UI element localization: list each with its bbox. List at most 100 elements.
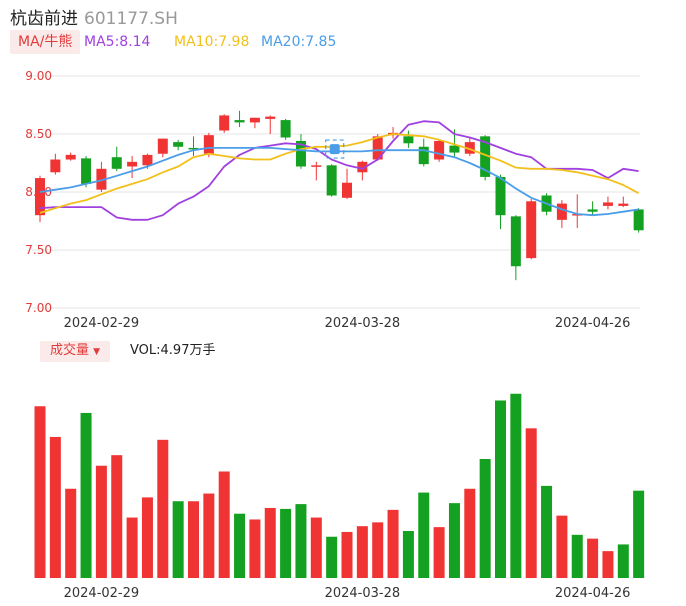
volume-bar [556,515,568,578]
volume-bar [172,501,184,578]
candle-body [633,209,644,231]
ma5-line [39,120,639,221]
volume-bar [80,412,92,578]
volume-bar [617,544,629,578]
volume-bar [587,538,599,578]
volume-bar [464,488,476,578]
x-tick-label: 2024-03-28 [325,586,401,601]
volume-bar [541,485,553,578]
volume-bar [433,527,445,578]
volume-bar [218,471,230,578]
volume-bar [310,517,322,578]
volume-toggle-label: 成交量 [50,343,90,358]
x-tick-label: 2024-03-28 [325,316,401,331]
candle-body [157,138,168,154]
candle-body [265,116,276,119]
volume-bar [111,455,123,578]
volume-bar [372,522,384,578]
volume-bar [418,492,430,578]
ma10-label: MA10:7.98 [174,34,250,50]
volume-bar [234,513,246,578]
volume-bar [495,400,506,578]
volume-bar [65,488,77,578]
dropdown-triangle-icon: ▼ [93,347,101,357]
volume-bar [34,406,46,578]
volume-bar [249,519,261,578]
candle-body [249,117,260,123]
volume-bar [448,503,460,578]
volume-bar [633,490,645,578]
candle-body [495,176,506,216]
volume-bar [525,428,537,578]
candle-body [81,158,92,184]
candle-body [127,161,138,167]
candle-body [234,120,245,123]
candle-body [311,165,322,167]
volume-bar [203,493,215,578]
candle-body [556,203,567,220]
volume-bar [95,465,107,578]
candle-body [96,168,107,190]
volume-bar [402,530,414,578]
candle-body [449,145,460,153]
candle-body [480,136,491,177]
stock-name: 杭齿前进 [10,9,78,29]
candle-body [65,154,76,160]
candle-body [326,165,337,196]
y-tick-label: 7.00 [25,301,52,315]
volume-bar [326,536,338,578]
volume-bar [141,497,153,578]
candle-body [219,115,230,131]
candle-body [173,142,184,147]
y-tick-label: 8.50 [25,127,52,141]
volume-bar [295,504,307,578]
candle-body [188,147,199,150]
x-tick-label: 2024-04-26 [555,316,631,331]
candle-body [602,202,613,206]
candle-body [295,140,306,167]
candle-body [403,136,414,144]
volume-bar [602,551,614,578]
y-tick-label: 7.50 [25,243,52,257]
candle-body [526,201,537,259]
volume-value-label: VOL:4.97万手 [130,343,216,358]
volume-bar [571,534,583,578]
candle-body [510,216,521,267]
candle-body [587,209,598,212]
ma20-label: MA20:7.85 [261,34,337,50]
volume-bar [49,436,61,578]
volume-bar [356,526,368,578]
volume-bar [341,531,353,578]
x-tick-label: 2024-02-29 [64,316,140,331]
candle-body [342,182,352,198]
volume-bar [280,508,292,578]
candle-body [203,135,214,154]
x-tick-label: 2024-04-26 [555,586,631,601]
crosshair-marker [325,139,345,159]
stock-title: 杭齿前进 601177.SH [10,4,178,29]
candle-body [418,146,429,165]
candle-body [434,140,445,160]
volume-bar [510,393,522,578]
candle-body [111,157,122,169]
candle-body [142,154,153,166]
candle-body [464,142,475,154]
volume-bar [188,501,199,578]
x-tick-label: 2024-02-29 [64,586,140,601]
ma5-label: MA5:8.14 [84,34,151,50]
ma-toggle-button[interactable]: MA/牛熊 [10,30,81,54]
volume-bar [157,439,169,578]
candle-body [35,178,45,216]
candle-body [618,203,629,206]
y-tick-label: 9.00 [25,69,52,83]
candle-body [280,120,291,138]
volume-bar [479,459,491,578]
volume-bar [126,517,138,578]
ma20-line [39,146,639,217]
volume-bar [387,509,399,578]
volume-bar [264,507,276,578]
candle-body [372,136,383,160]
stock-code: 601177.SH [84,9,178,29]
volume-toggle-button[interactable]: 成交量 ▼ [40,341,111,362]
